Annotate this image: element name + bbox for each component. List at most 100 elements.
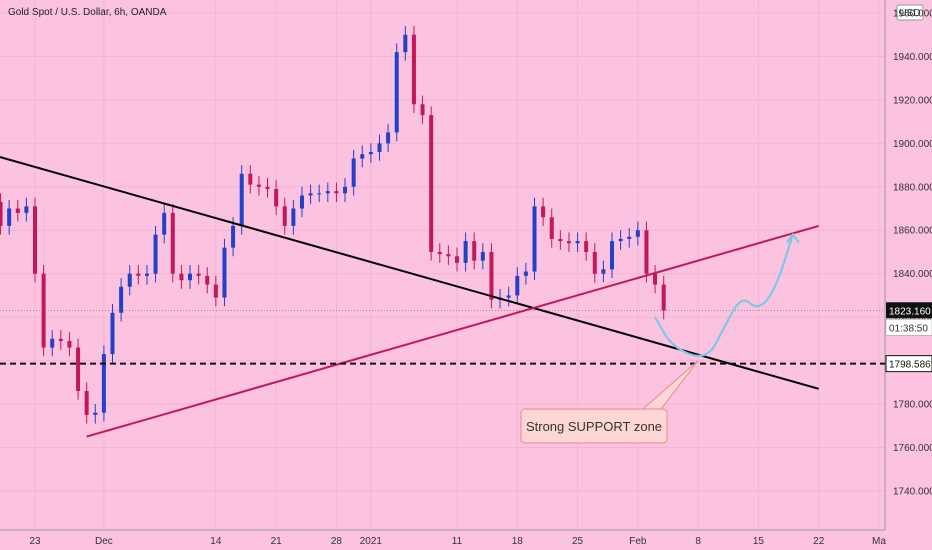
callout-box[interactable] — [520, 408, 668, 444]
candle-body — [127, 273, 132, 287]
candle-body — [282, 206, 287, 226]
y-tick-label: 1740.000 — [893, 486, 932, 497]
x-tick-label: 15 — [753, 536, 765, 547]
support-label: 1798.586 — [889, 360, 931, 371]
candle-body — [50, 338, 55, 348]
projection-arrowhead — [785, 232, 800, 244]
candle-body — [635, 230, 640, 237]
y-tick-label: 1780.000 — [893, 400, 932, 411]
countdown-badge — [885, 319, 932, 336]
projection-path — [654, 234, 794, 357]
candle-body — [429, 115, 434, 252]
candle-body — [153, 234, 158, 274]
candle-body — [248, 173, 253, 185]
candle-body — [601, 269, 606, 274]
candle-body — [274, 188, 279, 207]
candle-body — [188, 273, 193, 281]
countdown-label: 01:38:50 — [889, 323, 928, 334]
candle-body — [541, 206, 546, 218]
y-tick-label: 1880.000 — [893, 182, 932, 193]
y-tick-label: 1960.000 — [893, 9, 932, 20]
x-tick-label: 18 — [512, 536, 524, 547]
y-tick-label: 1940.000 — [893, 52, 932, 63]
y-tick-label: 1760.000 — [893, 443, 932, 454]
currency-label: USD — [899, 8, 920, 19]
candle-body — [67, 341, 72, 348]
current-price-label: 1823.160 — [889, 306, 931, 317]
currency-badge — [896, 4, 924, 21]
candle-body — [317, 193, 322, 195]
grid — [0, 0, 885, 530]
candle-body — [489, 251, 494, 300]
candle-body — [162, 212, 167, 235]
candle-body — [84, 390, 89, 415]
candle-body — [110, 312, 115, 355]
candle-body — [558, 238, 563, 242]
candle-body — [515, 275, 520, 296]
candle-body — [136, 273, 141, 276]
y-tick-label: 1920.000 — [893, 95, 932, 106]
y-tick-label: 1900.000 — [893, 139, 932, 150]
candle-body — [33, 206, 37, 274]
candle-body — [299, 195, 304, 209]
candle-body — [377, 143, 382, 153]
x-tick-label: Ma — [872, 536, 886, 547]
candle-body — [506, 295, 511, 298]
candle-body — [256, 184, 261, 187]
candle-body — [610, 241, 615, 270]
candle-body — [265, 186, 270, 189]
candle-body — [24, 206, 29, 213]
candle-body — [584, 241, 589, 252]
candle-body — [661, 284, 666, 311]
x-tick-label: 11 — [452, 536, 463, 547]
candle-body — [575, 241, 580, 244]
support-badge — [885, 355, 932, 373]
candle-body — [549, 217, 554, 239]
candles — [0, 26, 666, 424]
candle-body — [343, 186, 348, 194]
x-axis: 23 Dec 14 21 28 2021 11 18 25 Feb 8 15 22 Ma — [0, 529, 886, 547]
x-tick-label: 23 — [29, 536, 41, 547]
candle-body — [334, 191, 339, 194]
candle-body — [213, 284, 218, 298]
candle-body — [566, 241, 571, 244]
candle-body — [592, 251, 597, 274]
candle-body — [76, 347, 81, 391]
x-tick-label: 14 — [210, 536, 222, 547]
candle-body — [291, 208, 296, 226]
x-tick-label: Dec — [95, 536, 113, 547]
candle-body — [0, 202, 3, 226]
projection — [654, 232, 800, 357]
candle-body — [231, 225, 236, 248]
candle-body — [101, 354, 106, 413]
candle-body — [403, 34, 408, 53]
trendline-ascending — [86, 224, 819, 438]
candle-body — [179, 273, 184, 281]
candle-body — [644, 230, 649, 274]
chart-title: Gold Spot / U.S. Dollar, 6h, OANDA — [8, 7, 167, 18]
candle-body — [420, 104, 425, 116]
levels: 1823.160 01:38:50 1798.586 — [0, 302, 932, 373]
y-tick-label: 1840.000 — [893, 269, 932, 280]
x-tick-label: 8 — [695, 536, 701, 547]
candle-body — [119, 286, 124, 313]
candle-body — [523, 271, 528, 276]
candle-body — [239, 173, 244, 226]
candle-body — [394, 52, 399, 133]
candle-body — [463, 241, 468, 263]
candle-body — [196, 273, 201, 276]
annotation-group: Strong SUPPORT zone — [520, 360, 699, 444]
candle-body — [360, 154, 365, 159]
candle-body — [58, 338, 63, 342]
candle-body — [653, 273, 658, 285]
candle-body — [368, 152, 373, 155]
candle-body — [472, 241, 477, 261]
candle-body — [480, 251, 485, 261]
candle-body — [205, 275, 210, 285]
x-tick-label: Feb — [629, 536, 647, 547]
x-tick-label: 22 — [813, 536, 825, 547]
candle-body — [627, 236, 632, 239]
candle-body — [15, 208, 20, 213]
annotation-text: Strong SUPPORT zone — [526, 419, 662, 434]
